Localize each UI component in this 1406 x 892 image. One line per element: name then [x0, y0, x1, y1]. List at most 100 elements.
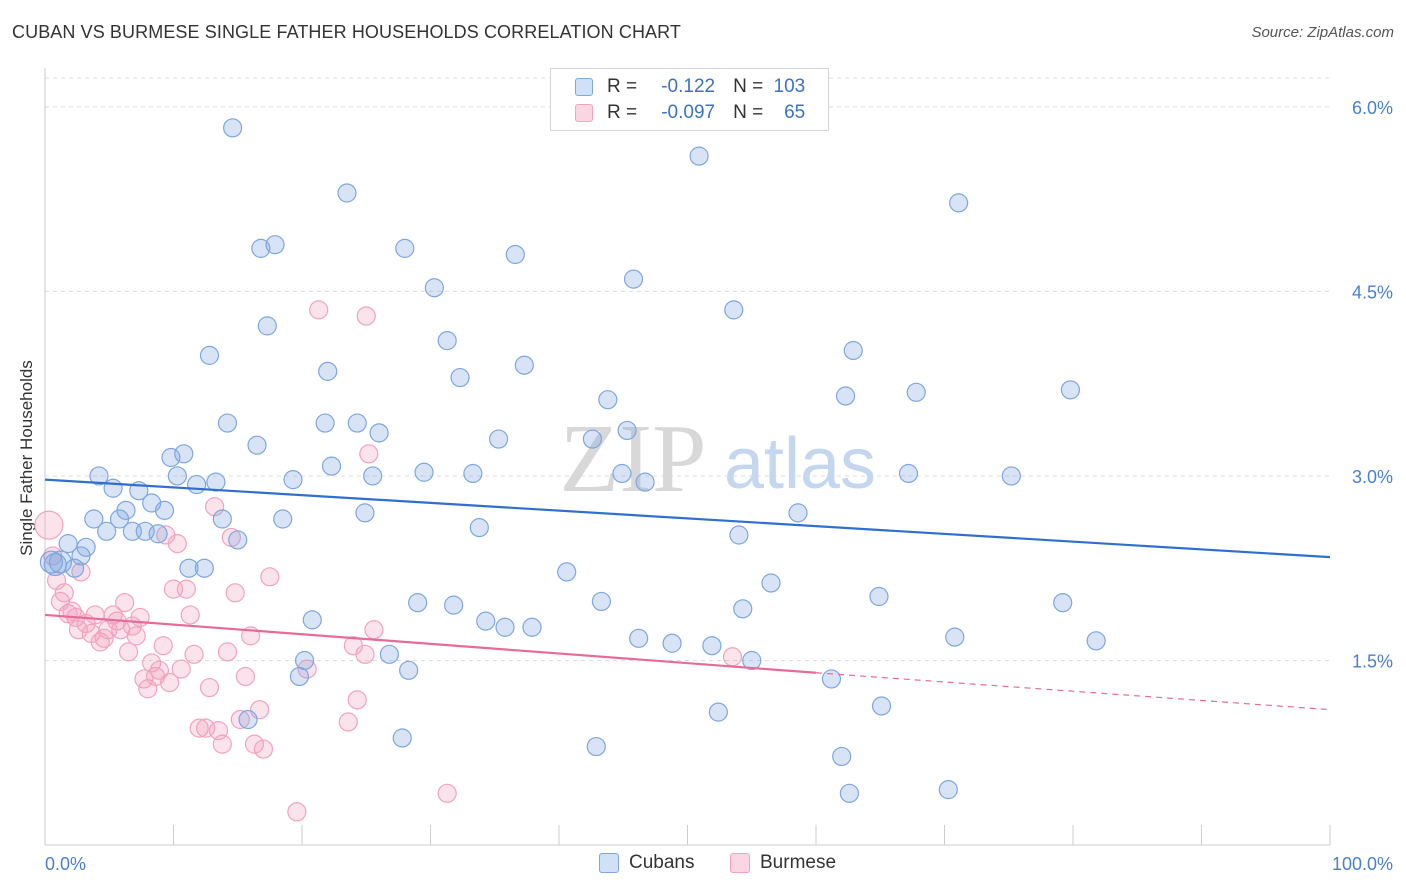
legend-row-cubans: R = -0.122 N = 103 [575, 74, 805, 100]
burmese-point [199, 677, 220, 698]
burmese-points [34, 300, 743, 822]
cubans-point [187, 474, 207, 495]
cubans-points [39, 118, 1106, 803]
r-value-cubans: -0.122 [661, 76, 716, 97]
cubans-point [161, 447, 181, 468]
burmese-point [149, 660, 169, 680]
burmese-point [244, 734, 265, 754]
legend-row-burmese: R = -0.097 N = 65 [575, 100, 805, 126]
cubans-point [206, 472, 226, 492]
cubans-point [302, 610, 322, 630]
cubans-point [1060, 380, 1081, 400]
r-value-burmese: -0.097 [661, 102, 716, 123]
r-label: R = [607, 76, 638, 97]
cubans-point [199, 345, 220, 365]
cubans-point [623, 269, 644, 289]
burmese-swatch [575, 104, 593, 122]
cubans-point [289, 666, 310, 687]
cubans-point [408, 593, 428, 613]
cubans-point [399, 660, 419, 680]
burmese-point [71, 562, 91, 582]
chart-title: CUBAN VS BURMESE SINGLE FATHER HOUSEHOLD… [12, 22, 682, 42]
cubans-point [84, 509, 104, 529]
cubans-point [450, 367, 470, 388]
cubans-point [294, 650, 315, 671]
cubans-point [938, 780, 958, 800]
watermark-zip: ZIP [560, 405, 707, 513]
cubans-point [89, 466, 109, 486]
cubans-point [505, 244, 525, 265]
cubans-point [283, 470, 303, 490]
cubans-point [586, 736, 606, 757]
burmese-point [189, 718, 209, 738]
burmese-trend-extension [815, 672, 1331, 711]
burmese-point [338, 712, 358, 732]
cubans-point [97, 521, 117, 541]
cubans-point [247, 435, 267, 455]
cubans-trend-line [44, 478, 1331, 559]
cubans-point [514, 355, 534, 375]
cubans-point [724, 300, 744, 320]
burmese-point [130, 607, 150, 628]
cubans-point [315, 413, 335, 433]
cubans-point [116, 500, 136, 520]
cubans-point [321, 456, 342, 476]
cubans-point [1086, 631, 1106, 651]
source-label: Source: ZipAtlas.com [1251, 24, 1394, 41]
cubans-point [702, 636, 722, 656]
grid-lines [45, 77, 1330, 661]
burmese-point [230, 709, 250, 730]
cubans-point [355, 503, 375, 523]
n-label: N = [733, 102, 764, 123]
burmese-point [54, 583, 74, 603]
burmese-point [115, 593, 135, 613]
cubans-point [39, 550, 64, 574]
cubans-point [557, 562, 577, 582]
cubans-point [469, 518, 489, 538]
burmese-point [355, 644, 375, 664]
cubans-point [194, 558, 214, 578]
burmese-point [225, 583, 245, 603]
burmese-point [253, 739, 274, 759]
burmese-point [153, 636, 173, 656]
cubans-point [598, 390, 618, 410]
cubans-point [949, 193, 969, 213]
cubans-point [369, 423, 389, 443]
burmese-point [171, 659, 191, 679]
cubans-point [582, 429, 603, 449]
burmese-point [85, 605, 105, 625]
legend-item-burmese[interactable]: Burmese [730, 852, 836, 874]
cubans-point [463, 463, 483, 484]
cubans-point [635, 472, 655, 492]
cubans-point [174, 444, 194, 464]
burmese-point [68, 620, 89, 640]
n-value-burmese: 65 [784, 102, 806, 123]
cubans-point [228, 530, 248, 550]
cubans-point [103, 478, 123, 498]
cubans-point [273, 509, 293, 529]
cubans-point [414, 462, 434, 482]
cubans-point [612, 463, 632, 484]
burmese-point [437, 783, 457, 803]
cubans-point [898, 463, 919, 484]
cubans-point [212, 509, 232, 529]
cubans-point [835, 386, 856, 406]
legend-item-cubans[interactable]: Cubans [599, 852, 695, 874]
cubans-point [437, 331, 457, 351]
burmese-point [118, 642, 139, 662]
cubans-point [167, 466, 187, 486]
burmese-point [184, 644, 204, 664]
cubans-point [337, 183, 357, 203]
cubans-point [1001, 466, 1021, 486]
cubans-point [489, 429, 509, 449]
watermark: ZIP atlas [560, 405, 877, 513]
cubans-point [257, 316, 277, 336]
burmese-point [134, 669, 154, 689]
n-value-cubans: 103 [773, 76, 806, 97]
n-label: N = [733, 76, 764, 97]
cubans-point [617, 420, 637, 441]
cubans-point [821, 669, 842, 689]
y-tick-label: 4.5% [1352, 282, 1393, 302]
burmese-point [160, 673, 180, 693]
